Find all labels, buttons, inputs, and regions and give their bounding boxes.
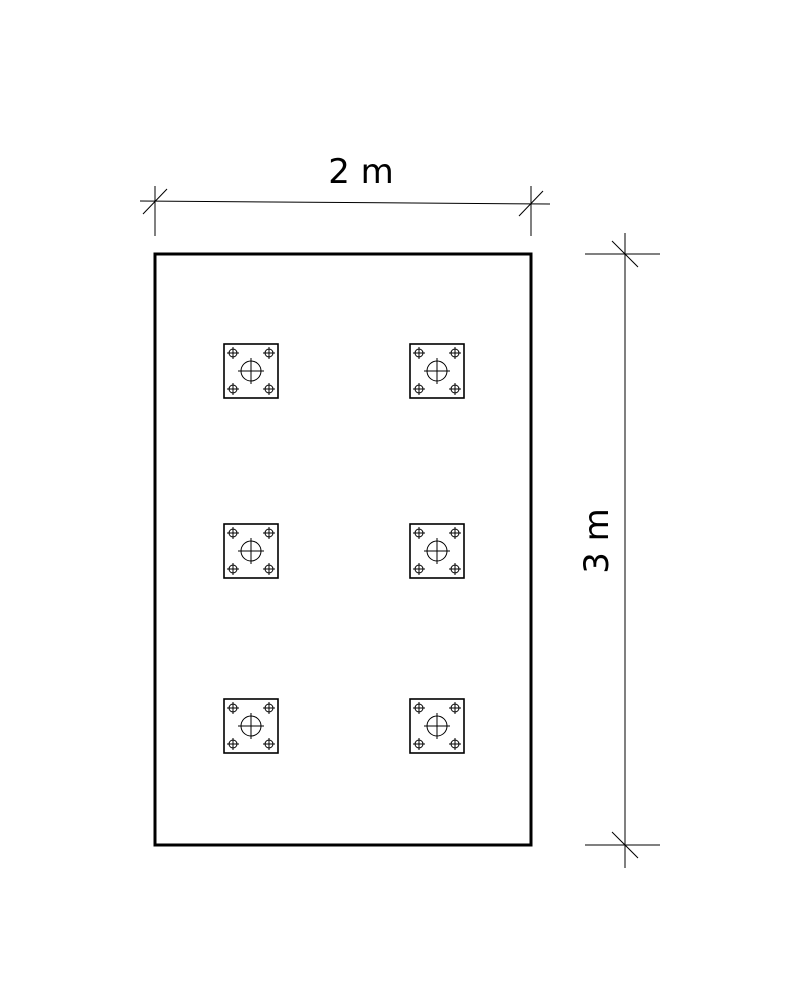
base-plate	[410, 344, 464, 398]
width-dimension: 2 m	[140, 152, 550, 236]
base-plate	[224, 344, 278, 398]
height-dimension-label: 3 m	[577, 508, 617, 574]
base-plate	[224, 699, 278, 753]
slab-outline	[155, 254, 531, 845]
base-plate	[224, 524, 278, 578]
base-plates	[224, 344, 464, 753]
base-plate	[410, 699, 464, 753]
width-dimension-label: 2 m	[328, 152, 394, 192]
height-dimension: 3 m	[577, 233, 660, 868]
base-plate	[410, 524, 464, 578]
width-dimension-line	[140, 201, 550, 204]
